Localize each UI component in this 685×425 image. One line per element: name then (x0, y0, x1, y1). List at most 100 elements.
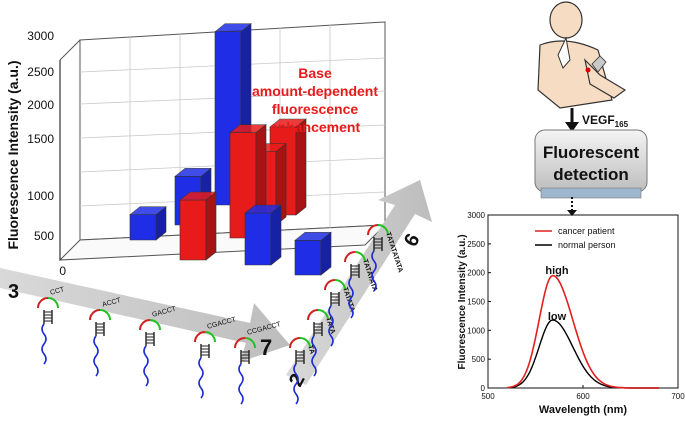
bar-front (179, 199, 207, 261)
hairpin-probe: CCT (37, 286, 66, 365)
left-arrow: 3 7 (0, 268, 290, 362)
bar3d-ylabel: Fluorescence Intensity (a.u.) (5, 60, 21, 249)
probe-tail (311, 335, 317, 377)
probe-loop-red (89, 309, 101, 321)
probe-sequence: CCT (49, 286, 65, 297)
hairpin-probe: ACCT (89, 297, 122, 377)
bar-top (214, 23, 252, 32)
legend-cancer: cancer patient (558, 226, 615, 236)
detector-device: Fluorescent detection (534, 129, 648, 199)
device-label-2: detection (553, 165, 629, 184)
annotation-line: enhancement (270, 119, 361, 135)
hairpin-probe (344, 251, 366, 319)
spectrum-ytick-label: 1500 (467, 298, 485, 307)
bar-front (129, 214, 157, 241)
bar3d-ytick: 1500 (27, 132, 54, 146)
annotation-line: amount-dependent (252, 83, 378, 99)
bar3d-ytick: 2000 (27, 98, 54, 112)
bar3d-ytick: 3000 (27, 29, 54, 43)
blood-drop-icon (585, 67, 591, 73)
spectrum-ytick-label: 0 (481, 384, 486, 393)
probe-loop-red (194, 331, 206, 343)
probe-loop-red (367, 224, 379, 236)
bar-front (244, 212, 272, 266)
probe-tail (41, 323, 47, 365)
probe-loop-green (204, 331, 216, 343)
bar-top (269, 118, 307, 128)
bar3d-ytick: 2500 (27, 65, 54, 79)
probe-loop-green (299, 337, 311, 349)
bar-top (179, 191, 217, 201)
spectrum-ytick-label: 500 (472, 355, 486, 364)
probe-loop-green (244, 337, 256, 349)
probe-loop-green (99, 309, 111, 321)
legend-normal: normal person (558, 240, 616, 250)
right-arrow-end: 6 (400, 230, 425, 250)
hairpin-probe (367, 224, 389, 292)
probe-loop-red (344, 251, 356, 263)
probe-loop-green (149, 319, 161, 331)
spectrum-ytick-label: 2500 (467, 240, 485, 249)
probe-tail (293, 363, 299, 405)
hairpin-probe (324, 279, 346, 347)
probe-tail (198, 357, 204, 399)
hairpin-probe (289, 337, 311, 405)
probe-sequence: ACCT (101, 297, 122, 309)
marker-label: VEGF165 (582, 113, 629, 129)
spectrum-xtick-label: 500 (481, 392, 495, 401)
spectrum-ytick-label: 1000 (467, 326, 485, 335)
annotation-line: Base (298, 65, 332, 81)
annotation-line: fluorescence (272, 101, 359, 117)
probe-tail (348, 277, 354, 319)
probe-loop-red (307, 309, 319, 321)
body-icon (537, 40, 613, 109)
bar3d-chart: 3000 2500 2000 1500 1000 500 0 Fluoresce… (5, 21, 387, 278)
bar3d-ytick: 500 (34, 229, 54, 243)
probe-loop-green (47, 297, 59, 309)
head-icon (549, 1, 583, 39)
probe-sequence-right: TATA (324, 316, 336, 334)
bar3d-yticks: 3000 2500 2000 1500 1000 500 0 (27, 29, 66, 278)
bar-top (129, 206, 167, 215)
spectrum-xtick-label: 700 (671, 392, 685, 401)
bar-front (294, 240, 322, 276)
probe-loop-red (139, 319, 151, 331)
probe-loop-red (234, 337, 246, 349)
low-label: low (548, 311, 567, 323)
probe-tail (328, 305, 334, 347)
bar3d-bars (129, 23, 332, 276)
bar-top (294, 232, 332, 241)
probe-tail (238, 363, 244, 405)
left-arrow-start: 3 (8, 281, 19, 303)
patient-illustration (537, 1, 627, 109)
bar-top (244, 204, 282, 214)
probe-tail (371, 250, 377, 292)
bar3d-ytick: 0 (59, 264, 66, 278)
spectrum-yticks: 0 500 1000 1500 2000 2500 3000 (467, 211, 491, 393)
spectrum-xlabel: Wavelength (nm) (539, 404, 628, 416)
hairpin-probe (307, 309, 329, 377)
bar-side (205, 191, 217, 261)
left-arrow-end: 7 (260, 335, 272, 360)
spectrum-ytick-label: 2000 (467, 269, 485, 278)
probe-tail (93, 335, 99, 377)
probe-sequence-right: TA (306, 344, 315, 355)
cancer-patient-curve (506, 274, 659, 389)
bar-top (229, 124, 267, 133)
probe-loop-green (317, 309, 329, 321)
probe-loop-green (377, 224, 389, 236)
probe-loop-red (37, 297, 49, 309)
bar3d-ytick: 1000 (27, 189, 54, 203)
probe-loop-red (324, 279, 336, 291)
probe-loop-green (354, 251, 366, 263)
bar-top (174, 168, 212, 177)
bar-side (270, 204, 282, 266)
spectrum-xtick-label: 600 (576, 392, 590, 401)
high-label: high (545, 265, 568, 277)
probe-loop-red (289, 337, 301, 349)
device-label-1: Fluorescent (543, 143, 640, 162)
syringe-icon (591, 55, 607, 73)
probe-tail (143, 345, 149, 387)
